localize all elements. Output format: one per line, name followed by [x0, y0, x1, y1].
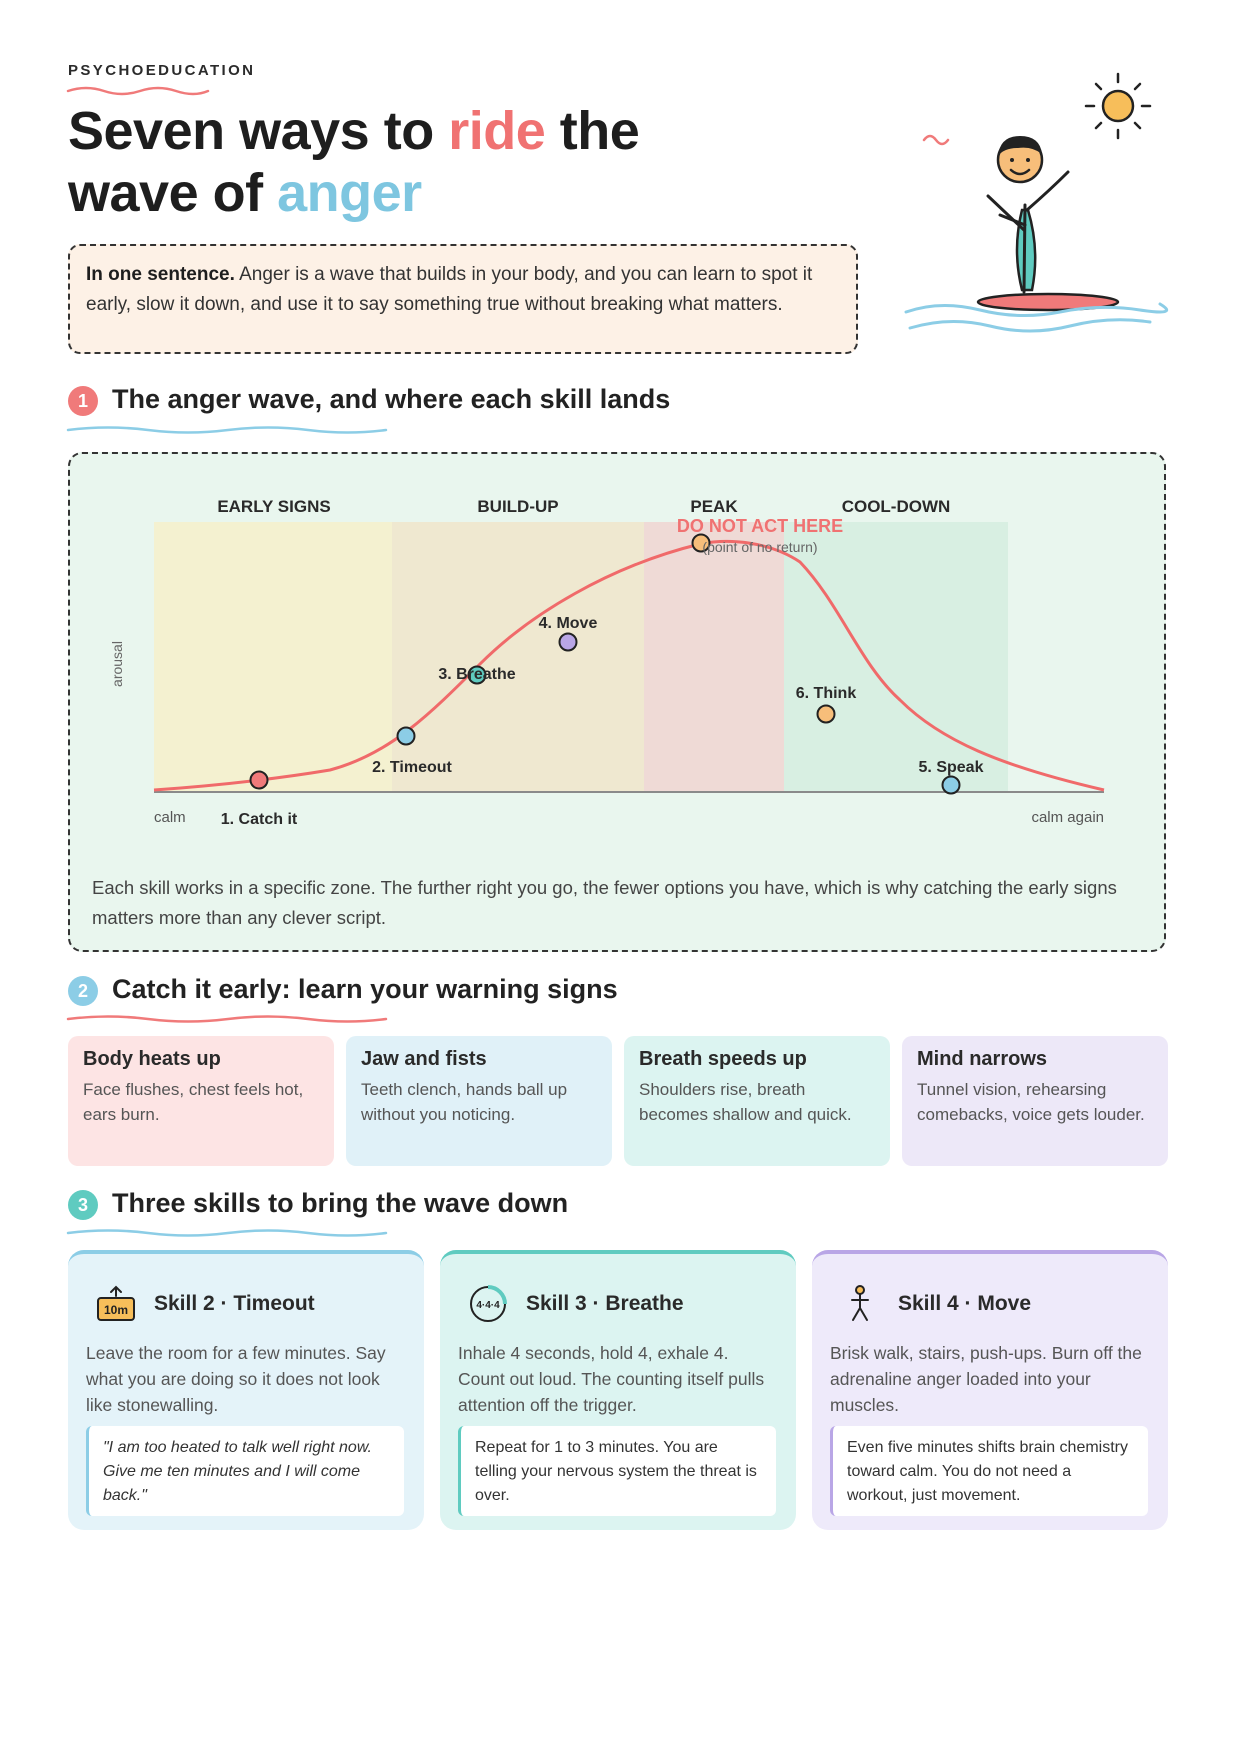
zone-cool-down	[784, 522, 1008, 792]
skill-point-label: 2. Timeout	[372, 759, 452, 776]
section3-title: Three skills to bring the wave down	[112, 1188, 568, 1219]
sign-card-text: Shoulders rise, breath becomes shallow a…	[639, 1077, 875, 1127]
section1-underline	[66, 424, 388, 436]
title-part3: wave of	[68, 163, 277, 223]
surfer-illustration	[900, 60, 1180, 350]
sign-card-title: Jaw and fists	[361, 1048, 597, 1071]
skill-quote: "I am too heated to talk well right now.…	[86, 1426, 404, 1516]
skill-card-move: Skill 4 · Move Brisk walk, stairs, push-…	[812, 1250, 1168, 1530]
sign-card-text: Face flushes, chest feels hot, ears burn…	[83, 1077, 319, 1127]
skill-point	[251, 772, 268, 789]
title-anger: anger	[277, 163, 422, 223]
section1-title: The anger wave, and where each skill lan…	[112, 384, 670, 415]
zone-early-signs	[154, 522, 392, 792]
sign-card-jaw: Jaw and fists Teeth clench, hands ball u…	[346, 1036, 612, 1166]
page-title: Seven ways to ride the wave of anger	[68, 100, 639, 224]
anger-wave-chart: EARLY SIGNS BUILD-UP PEAK COOL-DOWN 1. Catc…	[70, 454, 1164, 864]
stick-figure-icon	[838, 1284, 882, 1324]
skill-name: Skill 2 · Timeout	[154, 1292, 315, 1316]
title-part2: the	[545, 101, 639, 161]
section2-underline	[66, 1013, 388, 1025]
skill-point-label: 5. Speak	[919, 759, 984, 776]
zone-label: PEAK	[690, 497, 738, 516]
timer-icon: 10m	[94, 1284, 138, 1324]
skill-point-label: 1. Catch it	[221, 811, 298, 828]
section3-number: 3	[68, 1190, 98, 1220]
zone-label: COOL-DOWN	[842, 497, 951, 516]
title-part1: Seven ways to	[68, 101, 448, 161]
sign-card-title: Mind narrows	[917, 1048, 1153, 1071]
zone-build-up	[392, 522, 644, 792]
y-axis-label: arousal	[109, 641, 125, 687]
skill-point	[398, 728, 415, 745]
title-ride: ride	[448, 101, 545, 161]
sign-card-text: Tunnel vision, rehearsing comebacks, voi…	[917, 1077, 1153, 1127]
x-end-label: calm again	[1031, 809, 1104, 826]
skill-point	[560, 634, 577, 651]
skill-point	[943, 777, 960, 794]
zone-peak	[644, 522, 784, 792]
chart-note: Each skill works in a specific zone. The…	[92, 873, 1142, 933]
skill-point-label: 3. Breathe	[438, 666, 515, 683]
sign-card-title: Body heats up	[83, 1048, 319, 1071]
summary-lead: In one sentence.	[86, 264, 235, 285]
section2-number: 2	[68, 976, 98, 1006]
sign-card-title: Breath speeds up	[639, 1048, 875, 1071]
eyebrow-squiggle	[66, 84, 210, 96]
skill-point-label: 6. Think	[796, 685, 857, 702]
warning-title: DO NOT ACT HERE	[677, 516, 843, 536]
skill-card-breathe: 4·4·4 Skill 3 · Breathe Inhale 4 seconds…	[440, 1250, 796, 1530]
svg-text:4·4·4: 4·4·4	[476, 1300, 500, 1311]
section2-title: Catch it early: learn your warning signs	[112, 974, 618, 1005]
skill-description: Brisk walk, stairs, push-ups. Burn off t…	[830, 1340, 1150, 1418]
sign-card-mind: Mind narrows Tunnel vision, rehearsing c…	[902, 1036, 1168, 1166]
section3-underline	[66, 1227, 388, 1239]
sign-card-body: Body heats up Face flushes, chest feels …	[68, 1036, 334, 1166]
skill-name: Skill 4 · Move	[898, 1292, 1031, 1316]
zone-label: EARLY SIGNS	[217, 497, 330, 516]
svg-text:10m: 10m	[104, 1303, 128, 1317]
skill-point	[818, 706, 835, 723]
skill-name: Skill 3 · Breathe	[526, 1292, 684, 1316]
skill-description: Leave the room for a few minutes. Say wh…	[86, 1340, 406, 1418]
skill-point-label: 4. Move	[539, 615, 598, 632]
sign-card-breath: Breath speeds up Shoulders rise, breath …	[624, 1036, 890, 1166]
skill-quote: Repeat for 1 to 3 minutes. You are telli…	[458, 1426, 776, 1516]
x-start-label: calm	[154, 809, 186, 826]
zone-label: BUILD-UP	[477, 497, 558, 516]
skill-quote: Even five minutes shifts brain chemistry…	[830, 1426, 1148, 1516]
summary-box: In one sentence. Anger is a wave that bu…	[68, 244, 858, 354]
skill-description: Inhale 4 seconds, hold 4, exhale 4. Coun…	[458, 1340, 778, 1418]
skill-card-timeout: 10m Skill 2 · Timeout Leave the room for…	[68, 1250, 424, 1530]
sign-card-text: Teeth clench, hands ball up without you …	[361, 1077, 597, 1127]
sun-icon	[1086, 74, 1150, 138]
breath-cycle-icon: 4·4·4	[466, 1284, 510, 1324]
section1-number: 1	[68, 386, 98, 416]
eyebrow-label: PSYCHOEDUCATION	[68, 62, 255, 79]
warning-subtitle: (point of no return)	[702, 539, 817, 555]
